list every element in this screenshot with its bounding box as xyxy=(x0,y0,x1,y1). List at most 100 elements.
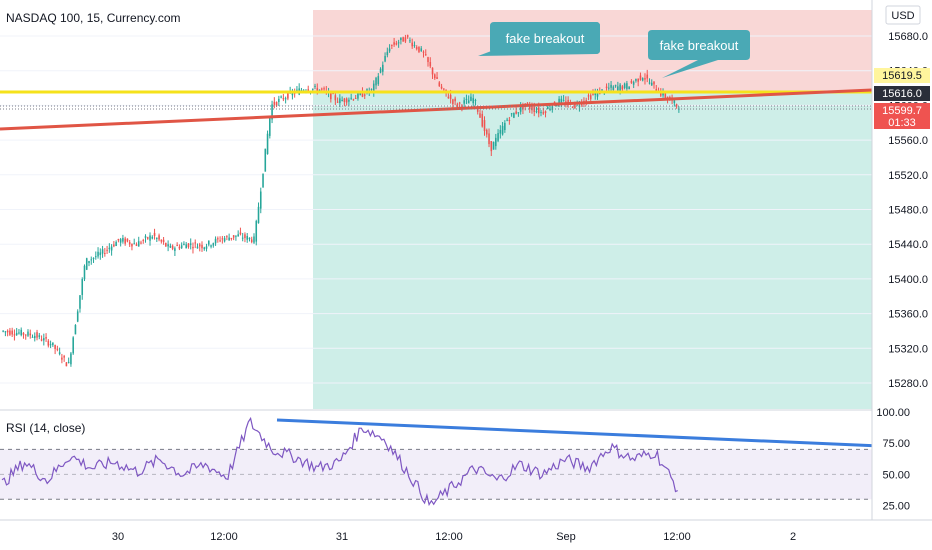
candle-body xyxy=(630,81,633,83)
candle-body xyxy=(151,236,154,239)
rising-trendline xyxy=(0,88,873,131)
price-tag-value: 15619.5 xyxy=(882,70,922,82)
candle-body xyxy=(287,93,289,99)
candle-body xyxy=(601,89,603,91)
candle-body xyxy=(228,237,230,241)
candle-body xyxy=(375,77,377,86)
price-tag-bg xyxy=(874,86,930,101)
price-tick-label: 15440.0 xyxy=(888,239,928,251)
candle-body xyxy=(296,89,298,91)
candle-body xyxy=(61,357,63,360)
candle-body xyxy=(562,100,565,102)
candle-body xyxy=(149,235,151,241)
currency-badge[interactable]: USD xyxy=(885,5,921,25)
candle-body xyxy=(470,96,472,101)
candle-body xyxy=(214,238,217,244)
candle-body xyxy=(350,97,352,99)
candle-body xyxy=(384,55,386,62)
candle-body xyxy=(271,104,273,120)
candle-body xyxy=(122,238,124,242)
candle-body xyxy=(479,113,481,118)
candle-body xyxy=(131,243,133,247)
candle-body xyxy=(343,98,346,102)
candle-body xyxy=(431,67,434,75)
candle-body xyxy=(404,37,407,42)
candle-body xyxy=(171,245,174,249)
candle-body xyxy=(72,337,74,354)
price-tag-value: 15599.7 xyxy=(882,105,922,117)
candle-body xyxy=(558,98,560,105)
candle-body xyxy=(15,332,18,335)
candle-body xyxy=(133,243,136,245)
candle-body xyxy=(377,76,380,85)
time-tick-label: Sep xyxy=(556,531,576,543)
candle-body xyxy=(456,103,459,108)
candle-body xyxy=(20,329,23,336)
candle-body xyxy=(142,240,145,242)
candle-body xyxy=(160,239,163,242)
candle-body xyxy=(74,324,77,335)
candle-body xyxy=(528,106,531,110)
candle-body xyxy=(183,243,185,245)
candle-body xyxy=(481,113,484,127)
candle-body xyxy=(664,93,667,99)
candle-body xyxy=(117,238,120,241)
candle-body xyxy=(124,238,126,244)
candle-body xyxy=(113,244,115,247)
candle-body xyxy=(207,240,210,245)
candle-body xyxy=(436,77,438,79)
candle-body xyxy=(571,107,574,109)
candle-body xyxy=(291,91,294,96)
candle-body xyxy=(6,330,9,333)
candle-body xyxy=(97,251,99,257)
candle-body xyxy=(189,243,192,245)
candle-body xyxy=(119,239,122,243)
price-tag: 15599.701:33 xyxy=(874,103,930,129)
candle-body xyxy=(79,295,81,309)
candle-body xyxy=(81,279,84,295)
candle-body xyxy=(605,86,608,89)
candle-body xyxy=(273,101,276,105)
candle-body xyxy=(544,111,547,114)
candle-body xyxy=(648,82,651,84)
chart-title: NASDAQ 100, 15, Currency.com xyxy=(6,11,181,25)
candle-body xyxy=(449,94,452,99)
candle-body xyxy=(655,89,658,92)
candle-body xyxy=(354,98,357,100)
price-tick-label: 15360.0 xyxy=(888,309,928,321)
price-tick-label: 15480.0 xyxy=(888,205,928,217)
candle-body xyxy=(628,86,630,90)
candle-body xyxy=(391,44,393,46)
candle-body xyxy=(300,89,303,91)
candle-body xyxy=(395,43,398,45)
candle-body xyxy=(348,99,350,102)
candle-body xyxy=(336,101,339,103)
candle-body xyxy=(341,99,343,101)
candle-body xyxy=(424,54,427,56)
candle-body xyxy=(180,245,183,248)
price-tag: 15616.0 xyxy=(874,86,930,101)
candle-body xyxy=(535,111,538,113)
candle-body xyxy=(411,42,413,47)
candle-body xyxy=(126,238,129,242)
candle-body xyxy=(508,120,511,122)
candle-body xyxy=(257,206,260,224)
candle-body xyxy=(662,91,664,96)
candle-body xyxy=(438,82,441,87)
candle-body xyxy=(31,336,34,338)
candle-body xyxy=(128,242,131,245)
candle-body xyxy=(11,330,13,335)
candle-body xyxy=(210,245,212,247)
candle-body xyxy=(540,111,542,113)
candle-body xyxy=(510,113,513,115)
candle-body xyxy=(178,246,181,249)
candle-body xyxy=(517,112,520,114)
candle-body xyxy=(474,99,477,101)
candle-body xyxy=(2,330,4,332)
candle-body xyxy=(673,100,676,103)
candle-body xyxy=(194,242,197,244)
candle-body xyxy=(646,74,649,79)
candle-body xyxy=(167,244,169,247)
